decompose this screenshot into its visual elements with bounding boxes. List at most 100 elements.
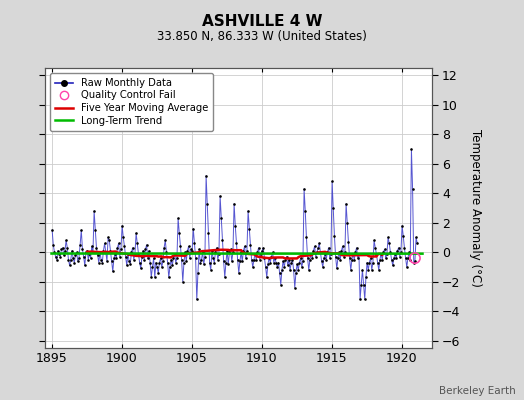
- Point: [399, 233, 408, 239]
- Point: [102, 249, 110, 256]
- Point: [203, 200, 212, 207]
- Point: [330, 233, 339, 239]
- Point: [168, 262, 177, 269]
- Point: [310, 243, 319, 250]
- Point: [315, 240, 323, 246]
- Y-axis label: Temperature Anomaly (°C): Temperature Anomaly (°C): [469, 129, 482, 287]
- Point: [59, 244, 67, 251]
- Point: [248, 264, 257, 270]
- Point: [75, 255, 83, 261]
- Point: [117, 246, 125, 252]
- Point: [84, 256, 92, 263]
- Point: [244, 208, 252, 214]
- Point: [146, 259, 154, 266]
- Point: [220, 258, 228, 264]
- Point: [341, 249, 349, 256]
- Point: [181, 249, 189, 256]
- Point: [261, 264, 270, 270]
- Point: [66, 262, 74, 269]
- Point: [327, 250, 335, 257]
- Point: [321, 250, 329, 257]
- Point: [165, 274, 173, 280]
- Point: [312, 254, 320, 260]
- Point: [141, 246, 150, 252]
- Point: [253, 249, 261, 256]
- Point: [243, 248, 251, 254]
- Point: [335, 249, 343, 256]
- Point: [180, 259, 188, 266]
- Point: [161, 237, 169, 244]
- Point: [336, 256, 344, 263]
- Point: [193, 296, 201, 302]
- Point: [282, 254, 291, 260]
- Point: [285, 256, 293, 263]
- Point: [380, 246, 389, 252]
- Point: [138, 254, 146, 260]
- Point: [351, 249, 359, 256]
- Point: [293, 261, 301, 267]
- Point: [93, 252, 102, 258]
- Point: [226, 246, 235, 252]
- Point: [278, 267, 286, 273]
- Point: [196, 259, 204, 266]
- Point: [264, 261, 272, 267]
- Point: [167, 256, 176, 263]
- Point: [187, 246, 195, 252]
- Point: [216, 193, 224, 200]
- Point: [406, 256, 414, 263]
- Point: [178, 256, 186, 263]
- Point: [356, 296, 364, 302]
- Point: [86, 255, 95, 261]
- Point: [268, 249, 277, 256]
- Point: [71, 252, 80, 258]
- Point: [51, 254, 60, 260]
- Point: [114, 240, 123, 246]
- Point: [314, 244, 322, 251]
- Point: [189, 226, 198, 232]
- Point: [184, 243, 193, 250]
- Point: [111, 250, 119, 257]
- Point: [105, 237, 114, 244]
- Point: [211, 249, 220, 256]
- Point: [343, 220, 352, 226]
- Point: [145, 248, 153, 254]
- Point: [350, 256, 358, 263]
- Point: [214, 256, 222, 263]
- Point: [235, 270, 243, 276]
- Point: [308, 255, 316, 261]
- Point: [320, 255, 328, 261]
- Point: [286, 267, 294, 273]
- Point: [224, 261, 233, 267]
- Point: [413, 240, 421, 246]
- Point: [362, 274, 370, 280]
- Point: [215, 250, 223, 257]
- Point: [99, 248, 107, 254]
- Point: [375, 267, 383, 273]
- Point: [255, 244, 263, 251]
- Point: [386, 249, 395, 256]
- Point: [324, 244, 333, 251]
- Point: [348, 256, 356, 263]
- Point: [299, 258, 307, 264]
- Point: [96, 249, 104, 256]
- Point: [266, 259, 275, 266]
- Point: [120, 243, 128, 250]
- Point: [354, 255, 362, 261]
- Point: [150, 274, 159, 280]
- Point: [149, 255, 158, 261]
- Point: [55, 250, 63, 257]
- Point: [60, 252, 68, 258]
- Point: [374, 259, 382, 266]
- Point: [174, 215, 182, 222]
- Point: [173, 255, 181, 261]
- Point: [372, 250, 380, 257]
- Point: [56, 254, 64, 260]
- Point: [169, 255, 178, 261]
- Point: [103, 258, 111, 264]
- Point: [331, 254, 340, 260]
- Point: [158, 264, 166, 270]
- Point: [408, 186, 417, 192]
- Point: [277, 282, 285, 288]
- Point: [54, 248, 62, 254]
- Point: [383, 250, 391, 257]
